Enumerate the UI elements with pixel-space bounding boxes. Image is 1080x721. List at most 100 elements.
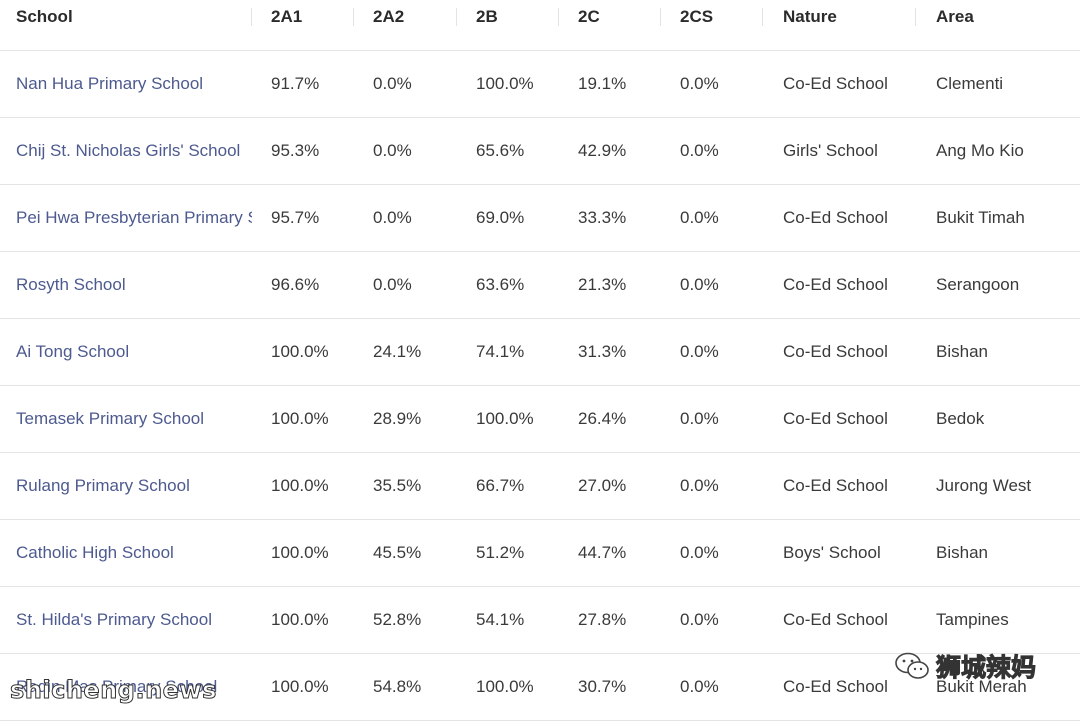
cell-2b: 100.0% xyxy=(476,677,534,696)
cell-2cs: 0.0% xyxy=(680,677,719,696)
cell-2b: 63.6% xyxy=(476,275,525,294)
watermark-left: shicheng.news xyxy=(10,676,217,705)
cell-2a1: 100.0% xyxy=(271,476,329,495)
cell-2cs: 0.0% xyxy=(680,476,719,495)
column-divider[interactable] xyxy=(353,8,354,26)
cell-2a1: 100.0% xyxy=(271,342,329,361)
cell-nature: Co-Ed School xyxy=(783,677,888,696)
cell-nature: Co-Ed School xyxy=(783,74,888,93)
cell-2a2: 0.0% xyxy=(373,208,412,227)
school-link[interactable]: Catholic High School xyxy=(16,543,174,562)
cell-2b: 54.1% xyxy=(476,610,525,629)
cell-nature: Girls' School xyxy=(783,141,878,160)
cell-area: Bukit Merah xyxy=(936,677,1027,696)
cell-nature: Co-Ed School xyxy=(783,409,888,428)
table-row: Catholic High School 100.0% 45.5% 51.2% … xyxy=(0,520,1080,587)
column-header-2a2[interactable]: 2A2 xyxy=(373,7,405,26)
table-row: Pei Hwa Presbyterian Primary School 95.7… xyxy=(0,185,1080,252)
school-link[interactable]: Nan Hua Primary School xyxy=(16,74,204,93)
column-header-nature[interactable]: Nature xyxy=(783,7,837,26)
table-row: Nan Hua Primary School 91.7% 0.0% 100.0%… xyxy=(0,51,1080,118)
cell-2cs: 0.0% xyxy=(680,275,719,294)
cell-2c: 27.8% xyxy=(578,610,627,629)
cell-area: Jurong West xyxy=(936,476,1032,495)
cell-2a2: 0.0% xyxy=(373,275,412,294)
cell-2cs: 0.0% xyxy=(680,543,719,562)
cell-2a2: 54.8% xyxy=(373,677,422,696)
cell-2b: 100.0% xyxy=(476,74,534,93)
school-link[interactable]: Pei Hwa Presbyterian Primary School xyxy=(16,208,252,227)
cell-2a2: 28.9% xyxy=(373,409,422,428)
cell-2cs: 0.0% xyxy=(680,141,719,160)
table-row: Chij St. Nicholas Girls' School 95.3% 0.… xyxy=(0,118,1080,185)
cell-2a1: 95.7% xyxy=(271,208,320,227)
column-header-area[interactable]: Area xyxy=(936,7,974,26)
cell-2a1: 100.0% xyxy=(271,610,329,629)
cell-2a1: 100.0% xyxy=(271,677,329,696)
column-header-2cs[interactable]: 2CS xyxy=(680,7,714,26)
cell-area: Serangoon xyxy=(936,275,1020,294)
cell-2a2: 0.0% xyxy=(373,74,412,93)
cell-nature: Co-Ed School xyxy=(783,342,888,361)
school-link[interactable]: St. Hilda's Primary School xyxy=(16,610,212,629)
cell-area: Tampines xyxy=(936,610,1009,629)
cell-nature: Co-Ed School xyxy=(783,208,888,227)
cell-2a2: 35.5% xyxy=(373,476,422,495)
column-divider[interactable] xyxy=(915,8,916,26)
cell-2a1: 95.3% xyxy=(271,141,320,160)
cell-2a2: 45.5% xyxy=(373,543,422,562)
school-link[interactable]: Ai Tong School xyxy=(16,342,130,361)
school-link[interactable]: Rosyth School xyxy=(16,275,126,294)
cell-area: Bishan xyxy=(936,342,988,361)
wechat-icon xyxy=(895,652,929,679)
cell-2b: 69.0% xyxy=(476,208,525,227)
column-header-2a1[interactable]: 2A1 xyxy=(271,7,303,26)
cell-2b: 65.6% xyxy=(476,141,525,160)
column-header-2b[interactable]: 2B xyxy=(476,7,498,26)
column-divider[interactable] xyxy=(456,8,457,26)
table-row: Temasek Primary School 100.0% 28.9% 100.… xyxy=(0,386,1080,453)
watermark-right: 狮城辣妈 xyxy=(894,648,1037,684)
cell-2a2: 52.8% xyxy=(373,610,422,629)
cell-2cs: 0.0% xyxy=(680,208,719,227)
cell-2c: 27.0% xyxy=(578,476,627,495)
cell-2a2: 24.1% xyxy=(373,342,422,361)
cell-area: Bishan xyxy=(936,543,988,562)
column-header-2c[interactable]: 2C xyxy=(578,7,600,26)
school-link[interactable]: Radin Mas Primary School xyxy=(16,677,218,696)
cell-area: Clementi xyxy=(936,74,1004,93)
cell-2c: 19.1% xyxy=(578,74,627,93)
column-header-school[interactable]: School xyxy=(16,7,73,26)
school-link[interactable]: Chij St. Nicholas Girls' School xyxy=(16,141,241,160)
column-divider[interactable] xyxy=(558,8,559,26)
column-divider[interactable] xyxy=(660,8,661,26)
cell-2b: 100.0% xyxy=(476,409,534,428)
table-row: Ai Tong School 100.0% 24.1% 74.1% 31.3% … xyxy=(0,319,1080,386)
cell-2b: 51.2% xyxy=(476,543,525,562)
cell-2cs: 0.0% xyxy=(680,74,719,93)
column-divider[interactable] xyxy=(251,8,252,26)
cell-2c: 33.3% xyxy=(578,208,627,227)
table-row: Rulang Primary School 100.0% 35.5% 66.7%… xyxy=(0,453,1080,520)
cell-nature: Co-Ed School xyxy=(783,476,888,495)
cell-2b: 74.1% xyxy=(476,342,525,361)
cell-2a1: 100.0% xyxy=(271,409,329,428)
cell-2cs: 0.0% xyxy=(680,409,719,428)
cell-2a1: 91.7% xyxy=(271,74,320,93)
cell-2a1: 100.0% xyxy=(271,543,329,562)
cell-2a2: 0.0% xyxy=(373,141,412,160)
school-link[interactable]: Temasek Primary School xyxy=(16,409,205,428)
cell-nature: Boys' School xyxy=(783,543,881,562)
column-divider[interactable] xyxy=(762,8,763,26)
school-link[interactable]: Rulang Primary School xyxy=(16,476,190,495)
cell-2c: 30.7% xyxy=(578,677,627,696)
cell-2c: 42.9% xyxy=(578,141,627,160)
cell-2cs: 0.0% xyxy=(680,342,719,361)
cell-area: Ang Mo Kio xyxy=(936,141,1024,160)
cell-2a1: 96.6% xyxy=(271,275,320,294)
cell-nature: Co-Ed School xyxy=(783,610,888,629)
cell-area: Bedok xyxy=(936,409,985,428)
cell-2c: 31.3% xyxy=(578,342,627,361)
table-row: Rosyth School 96.6% 0.0% 63.6% 21.3% 0.0… xyxy=(0,252,1080,319)
